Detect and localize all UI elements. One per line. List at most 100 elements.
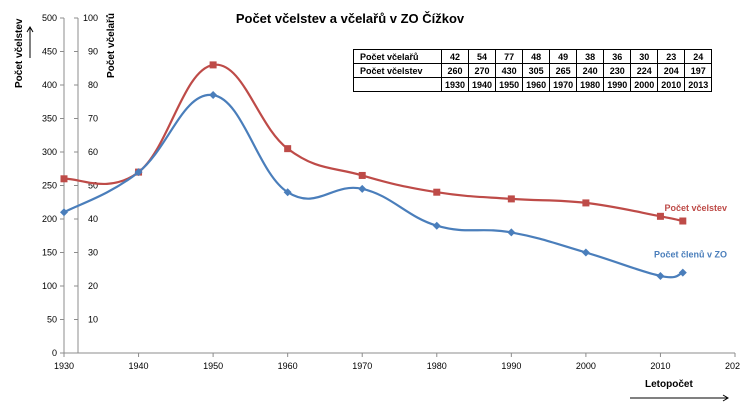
- table-cell: 270: [468, 63, 497, 78]
- left-y-tick-label: 450: [42, 47, 57, 57]
- x-tick-label: 2000: [576, 361, 596, 371]
- table-cell: 2010: [657, 77, 686, 92]
- x-axis-title: Letopočet: [630, 379, 729, 402]
- point-clenove: [358, 184, 367, 193]
- table-cell: 224: [630, 63, 659, 78]
- series-label-clenove: Počet členů v ZO: [654, 250, 727, 260]
- point-vcelstva: [60, 175, 68, 183]
- table-cell: 42: [440, 49, 470, 64]
- series-layer: [60, 61, 687, 280]
- table-row: Počet včelstev 260 270 430 305 265 240 230 224 20…: [353, 63, 713, 78]
- table-row-label: Počet včelařů: [353, 49, 442, 64]
- table-cell: 240: [576, 63, 605, 78]
- series-label-vcelstva: Počet včelstev: [664, 203, 727, 213]
- right-y-tick-label: 80: [88, 80, 98, 90]
- table-cell: 1940: [468, 77, 497, 92]
- x-tick-label: 1950: [203, 361, 223, 371]
- point-vcelstva: [433, 188, 441, 196]
- table-cell: 49: [549, 49, 578, 64]
- table-cell: 1930: [440, 77, 470, 92]
- table-row: Počet včelařů 42 54 77 48 49 38 36 30 23 24: [353, 49, 713, 64]
- table-cell: 197: [684, 63, 713, 78]
- table-row-label: [353, 77, 442, 92]
- point-vcelstva: [507, 195, 515, 203]
- left-y-tick-label: 350: [42, 114, 57, 124]
- axes: 0 50 100 150 200 250 300 350 400 450 500 10 20 30 40 50…: [42, 13, 740, 371]
- table-cell: 305: [522, 63, 551, 78]
- left-y-tick-label: 250: [42, 181, 57, 191]
- right-y-tick-label: 50: [88, 181, 98, 191]
- left-y-tick-label: 0: [52, 348, 57, 358]
- table-cell: 260: [440, 63, 470, 78]
- point-vcelstva: [358, 171, 366, 179]
- point-clenove: [656, 271, 665, 280]
- left-axis-label: Počet včelstev: [14, 18, 25, 88]
- point-clenove: [432, 221, 441, 230]
- point-vcelstva: [679, 217, 687, 225]
- x-tick-label: 1940: [129, 361, 149, 371]
- table-cell: 1980: [576, 77, 605, 92]
- point-clenove: [678, 268, 687, 277]
- point-clenove: [507, 228, 516, 237]
- left-y-tick-label: 500: [42, 13, 57, 23]
- series-labels: Počet včelstev Počet členů v ZO: [654, 203, 727, 260]
- table-cell: 430: [495, 63, 524, 78]
- table-row-label: Počet včelstev: [353, 63, 442, 78]
- right-y-tick-label: 60: [88, 147, 98, 157]
- table-cell: 38: [576, 49, 605, 64]
- point-clenove: [134, 168, 143, 177]
- left-y-tick-label: 100: [42, 281, 57, 291]
- left-y-tick-label: 300: [42, 147, 57, 157]
- left-y-tick-label: 200: [42, 214, 57, 224]
- x-axis-label: Letopočet: [645, 379, 693, 390]
- left-y-tick-label: 50: [47, 315, 57, 325]
- point-vcelstva: [582, 199, 590, 207]
- table-cell: 2000: [630, 77, 659, 92]
- right-axis-label: Počet včelařů: [105, 13, 117, 78]
- table-cell: 54: [468, 49, 497, 64]
- x-tick-label: 1990: [501, 361, 521, 371]
- table-cell: 24: [684, 49, 713, 64]
- x-axis-arrowhead: [722, 394, 729, 402]
- table-cell: 1970: [549, 77, 578, 92]
- point-clenove: [581, 248, 590, 257]
- right-y-tick-label: 70: [88, 114, 98, 124]
- series-clenove: [60, 91, 687, 280]
- table-cell: 23: [657, 49, 686, 64]
- table-cell: 230: [603, 63, 632, 78]
- right-y-tick-label: 20: [88, 281, 98, 291]
- table-cell: 265: [549, 63, 578, 78]
- point-vcelstva: [209, 61, 217, 69]
- right-y-tick-label: 40: [88, 214, 98, 224]
- x-tick-label: 2010: [650, 361, 670, 371]
- left-y-tick-label: 400: [42, 80, 57, 90]
- table-cell: 77: [495, 49, 524, 64]
- right-y-tick-label: 30: [88, 248, 98, 258]
- table-cell: 1990: [603, 77, 632, 92]
- x-tick-label: 2020: [725, 361, 740, 371]
- point-clenove: [283, 188, 292, 197]
- table-cell: 2013: [684, 77, 713, 92]
- series-line-clenove: [63, 93, 684, 279]
- table-cell: 204: [657, 63, 686, 78]
- x-tick-label: 1960: [278, 361, 298, 371]
- table-cell: 1950: [495, 77, 524, 92]
- x-tick-label: 1970: [352, 361, 372, 371]
- point-vcelstva: [656, 212, 664, 220]
- table-row: 1930 1940 1950 1960 1970 1980 1990 2000 2010 2013: [353, 77, 713, 92]
- right-y-tick-label: 90: [88, 47, 98, 57]
- left-axis-arrowhead: [26, 26, 34, 33]
- table-cell: 1960: [522, 77, 551, 92]
- table-cell: 30: [630, 49, 659, 64]
- point-clenove: [60, 208, 68, 217]
- point-vcelstva: [284, 145, 292, 153]
- right-y-tick-label: 10: [88, 315, 98, 325]
- data-table: Počet včelařů 42 54 77 48 49 38 36 30 23 24 Počet v…: [353, 49, 713, 92]
- point-clenove: [209, 91, 218, 100]
- table-cell: 36: [603, 49, 632, 64]
- left-y-tick-label: 150: [42, 248, 57, 258]
- chart-title: Počet včelstev a včelařů v ZO Čížkov: [236, 11, 465, 26]
- x-tick-label: 1980: [427, 361, 447, 371]
- right-y-tick-label: 100: [83, 13, 98, 23]
